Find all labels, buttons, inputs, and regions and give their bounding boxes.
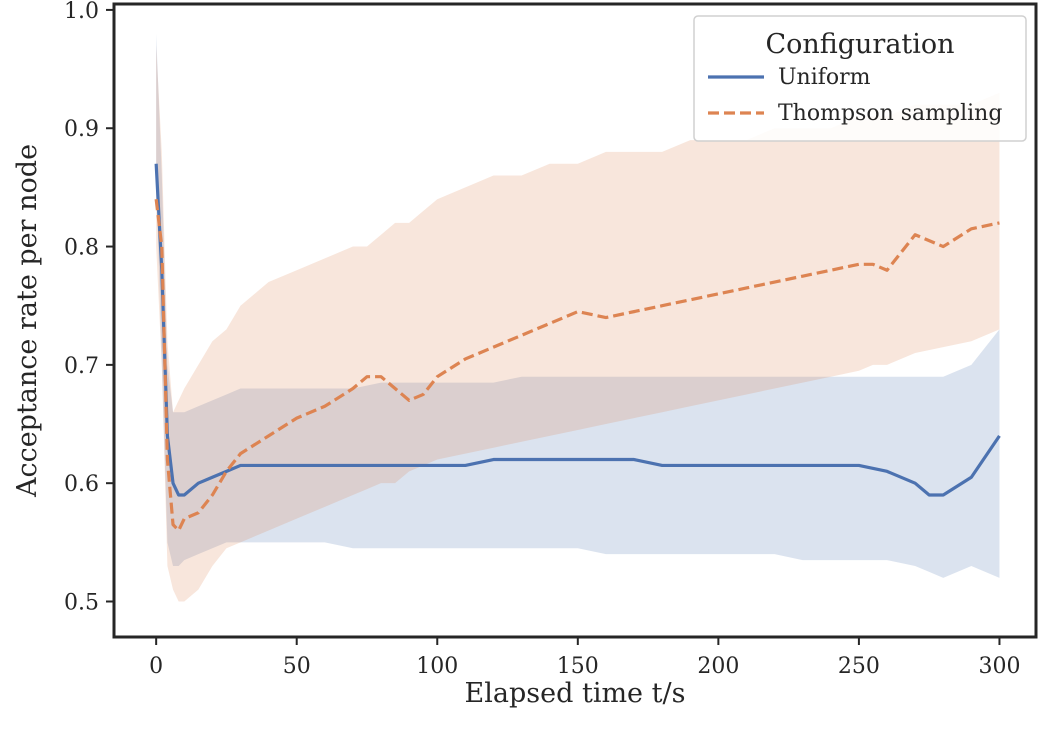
legend-title: Configuration: [765, 29, 954, 60]
uniform-band: [156, 33, 1000, 578]
legend-box: [693, 15, 1027, 142]
y-tick-label: 0.6: [64, 472, 99, 497]
y-tick-label: 0.9: [64, 117, 99, 142]
x-axis-ticks: 0 50 100 150 200 250 300: [149, 637, 1020, 679]
legend-items: Uniform Thompson sampling: [708, 65, 1002, 126]
y-tick-label: 0.8: [64, 236, 99, 261]
x-axis-label: Elapsed time t/s: [465, 678, 686, 709]
thompson-sampling-band: [156, 45, 1000, 602]
confidence-bands: [156, 33, 1000, 602]
y-axis-label: Acceptance rate per node: [12, 144, 43, 498]
y-tick-label: 0.7: [64, 354, 99, 379]
y-tick-label: 1.0: [64, 0, 99, 24]
x-tick-label: 250: [838, 654, 880, 679]
y-tick-label: 0.5: [64, 591, 99, 616]
x-tick-label: 300: [978, 654, 1020, 679]
x-tick-label: 100: [416, 654, 458, 679]
x-tick-label: 0: [149, 654, 163, 679]
thompson-sampling-line: [154, 199, 1000, 533]
x-tick-label: 50: [283, 654, 311, 679]
x-tick-label: 150: [557, 654, 599, 679]
legend-label-thompson-sampling: Thompson sampling: [778, 101, 1002, 126]
y-axis-ticks: 0.5 0.6 0.7 0.8 0.9 1.0: [64, 0, 114, 616]
legend: Configuration Uniform Thompson sampling: [693, 15, 1027, 142]
uniform-line: [154, 163, 1001, 497]
plot-frame: [112, 2, 1038, 639]
x-tick-label: 200: [697, 654, 739, 679]
legend-label-uniform: Uniform: [778, 65, 871, 90]
series-lines: [154, 163, 1001, 533]
